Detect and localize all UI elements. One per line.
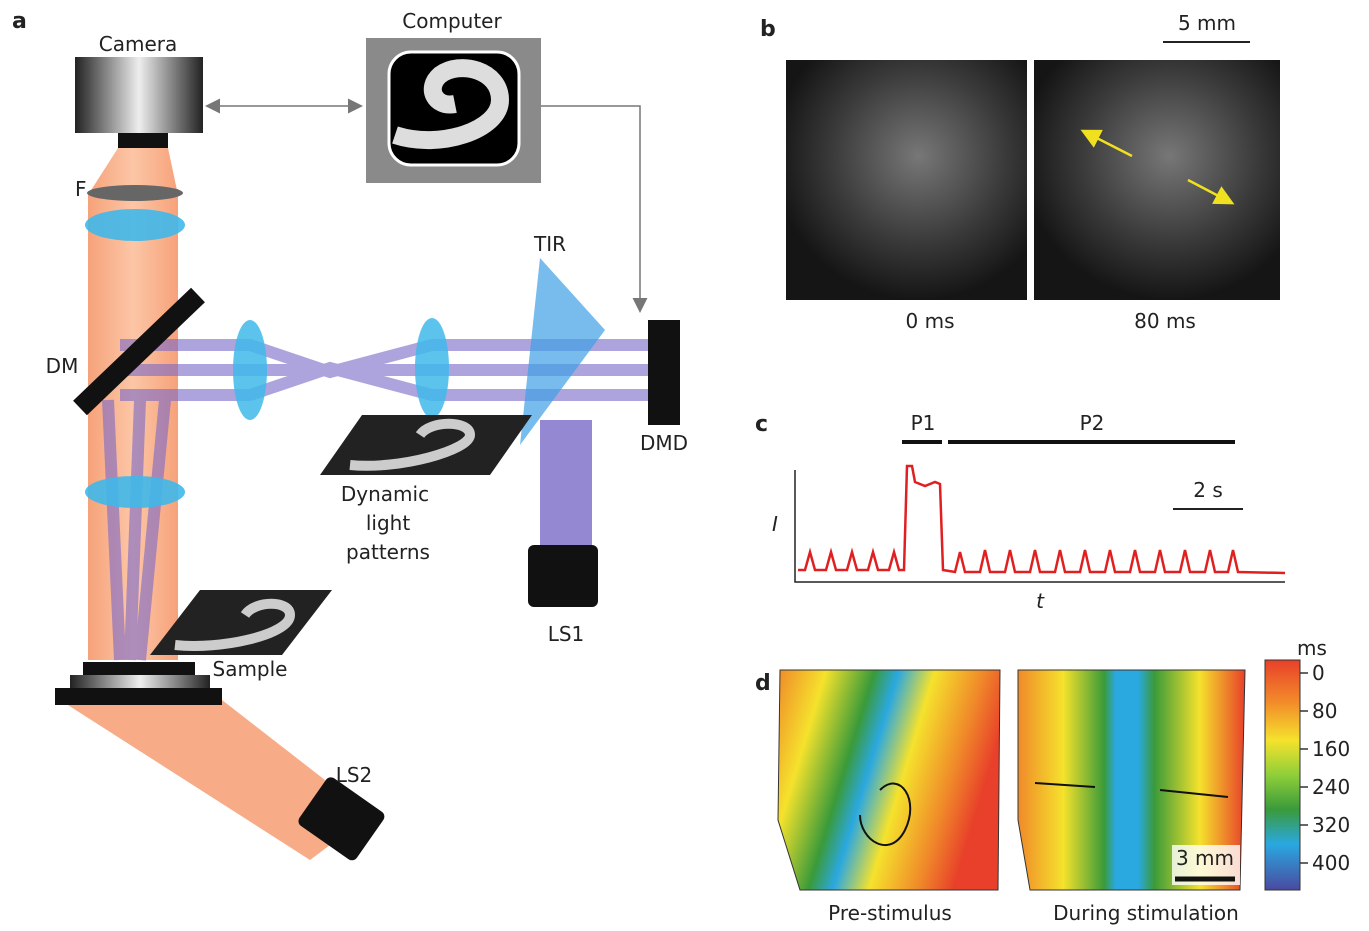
image: [786, 60, 1027, 300]
x-axis-label: t: [1036, 589, 1045, 613]
scale-label: 3 mm: [1176, 846, 1234, 870]
stage: [55, 688, 222, 705]
tir-prism: [520, 258, 605, 445]
stage: [70, 675, 210, 688]
scale-label: 2 s: [1193, 478, 1223, 502]
image: [1034, 60, 1280, 300]
lens: [85, 209, 185, 241]
map-label: Pre-stimulus: [828, 901, 952, 925]
dm-label: DM: [46, 354, 79, 378]
colorbar-tick-label: 0: [1312, 661, 1325, 685]
frame-label: 0 ms: [906, 309, 955, 333]
ls2-label: LS2: [336, 763, 373, 787]
ls1-beam: [540, 420, 592, 550]
colorbar-tick-label: 240: [1312, 775, 1350, 799]
colorbar-unit: ms: [1297, 636, 1327, 660]
phase-label: P2: [1080, 411, 1105, 435]
camera: [75, 57, 203, 133]
panel-label: b: [760, 17, 776, 42]
lens: [85, 476, 185, 508]
panel-d: d 3 mm Pre-stimulus During stimulation m…: [755, 636, 1327, 925]
panel-b: b 5 mm 0 ms 80 ms: [760, 11, 1280, 333]
colorbar-tick-label: 320: [1312, 813, 1350, 837]
y-axis-label: I: [772, 512, 778, 536]
pattern-label: Dynamic: [341, 482, 429, 506]
ls1-label: LS1: [548, 622, 585, 646]
lens: [415, 318, 449, 418]
colorbar: [1265, 660, 1300, 890]
dmd-label: DMD: [640, 431, 688, 455]
activation-map: [778, 670, 1000, 890]
frame-label: 80 ms: [1134, 309, 1196, 333]
figure: a Camera Computer F DM TIR DMD Dynamic l…: [0, 0, 1369, 927]
lens: [233, 320, 267, 420]
pattern-label: patterns: [346, 540, 430, 564]
dmd: [648, 320, 680, 425]
map-label: During stimulation: [1053, 901, 1239, 925]
colorbar-tick-label: 160: [1312, 737, 1350, 761]
pattern-label: light: [366, 511, 410, 535]
panel-label: a: [12, 9, 27, 34]
phase-label: P1: [911, 411, 936, 435]
panel-a: a Camera Computer F DM TIR DMD Dynamic l…: [12, 9, 688, 863]
panel-label: c: [755, 412, 768, 437]
panel-label: d: [755, 671, 771, 696]
ls1: [528, 545, 598, 607]
stage: [83, 662, 195, 675]
colorbar-tick-label: 80: [1312, 699, 1337, 723]
camera-lens: [118, 133, 168, 148]
sample-label: Sample: [213, 657, 288, 681]
filter-label: F: [75, 177, 87, 201]
filter: [87, 185, 183, 201]
tir-label: TIR: [533, 232, 566, 256]
scale-label: 5 mm: [1178, 11, 1236, 35]
panel-c: c P1 P2 2 s I t: [755, 411, 1285, 613]
computer-label: Computer: [402, 9, 502, 33]
colorbar-tick-label: 400: [1312, 851, 1350, 875]
camera-label: Camera: [99, 32, 178, 56]
